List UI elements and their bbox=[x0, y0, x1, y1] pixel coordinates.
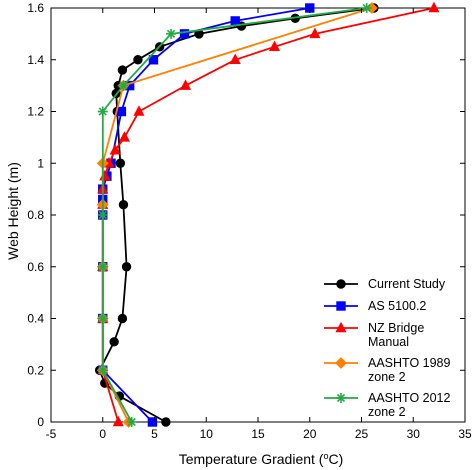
data-point bbox=[161, 417, 171, 427]
y-tick-label: 0.6 bbox=[27, 260, 44, 274]
data-point bbox=[118, 199, 129, 210]
y-tick-label: 0.4 bbox=[27, 312, 44, 326]
legend-label: AASHTO 1989 bbox=[368, 356, 451, 370]
series-1 bbox=[98, 3, 315, 427]
y-tick-label: 0 bbox=[37, 415, 44, 429]
data-point bbox=[97, 313, 108, 324]
x-axis-title: Temperature Gradient (oC) bbox=[179, 451, 344, 467]
y-tick-label: 1 bbox=[37, 156, 44, 170]
x-tick-label: 25 bbox=[355, 427, 369, 441]
data-point bbox=[118, 131, 131, 142]
legend-label: NZ Bridge bbox=[368, 321, 424, 335]
data-point bbox=[179, 29, 190, 39]
legend-label: Current Study bbox=[368, 277, 446, 291]
legend-label: AASHTO 2012 bbox=[368, 391, 451, 405]
data-point bbox=[121, 262, 132, 272]
x-tick-label: 30 bbox=[407, 427, 421, 441]
y-tick-label: 1.2 bbox=[27, 105, 44, 119]
y-tick-label: 0.2 bbox=[27, 363, 44, 377]
y-tick-label: 1.4 bbox=[27, 53, 44, 67]
data-point bbox=[112, 415, 124, 427]
x-tick-label: -5 bbox=[46, 427, 57, 441]
data-point bbox=[97, 365, 108, 376]
data-point bbox=[116, 106, 127, 117]
series-line bbox=[98, 7, 375, 423]
series-line bbox=[101, 7, 367, 423]
legend-swatch-marker bbox=[336, 279, 346, 289]
legend-swatch-marker bbox=[336, 393, 346, 403]
data-point bbox=[109, 144, 121, 155]
x-tick-label: 0 bbox=[99, 427, 106, 441]
data-point bbox=[117, 313, 128, 324]
y-tick-label: 1.6 bbox=[27, 1, 44, 15]
x-tick-label: 10 bbox=[200, 427, 214, 441]
data-point bbox=[97, 106, 108, 117]
x-tick-label: 35 bbox=[458, 427, 472, 441]
series-4 bbox=[97, 3, 372, 427]
data-point bbox=[133, 105, 145, 116]
legend-label: AS 5100.2 bbox=[368, 299, 426, 313]
data-point bbox=[117, 65, 128, 75]
data-point bbox=[230, 16, 240, 26]
data-point bbox=[126, 417, 137, 427]
legend-swatch-marker bbox=[335, 321, 347, 333]
legend-label: zone 2 bbox=[368, 370, 406, 384]
y-axis-title: Web Height (m) bbox=[5, 162, 21, 260]
data-point bbox=[166, 28, 177, 39]
data-point bbox=[118, 80, 129, 91]
data-point bbox=[269, 40, 281, 52]
legend-entry-1: AS 5100.2 bbox=[324, 299, 426, 313]
data-point bbox=[361, 3, 372, 13]
data-point bbox=[148, 55, 159, 65]
legend-swatch-marker bbox=[335, 357, 347, 369]
data-point bbox=[109, 337, 119, 347]
series-line bbox=[101, 7, 310, 423]
x-tick-label: 20 bbox=[303, 427, 317, 441]
x-tick-label: 5 bbox=[151, 427, 158, 441]
legend-label: zone 2 bbox=[368, 405, 406, 419]
data-point bbox=[428, 1, 440, 13]
data-point bbox=[97, 210, 108, 220]
data-point bbox=[115, 158, 126, 168]
x-tick-label: 15 bbox=[251, 427, 265, 441]
data-point bbox=[309, 27, 321, 39]
data-point bbox=[180, 79, 192, 90]
y-tick-label: 0.8 bbox=[27, 208, 44, 222]
data-point bbox=[229, 53, 241, 64]
data-point bbox=[97, 261, 108, 272]
plot-series bbox=[94, 1, 440, 428]
legend-label: Manual bbox=[368, 335, 409, 349]
data-point bbox=[147, 417, 158, 427]
legend-entry-0: Current Study bbox=[324, 277, 446, 291]
legend-swatch-marker bbox=[336, 301, 346, 311]
data-point bbox=[133, 55, 143, 65]
